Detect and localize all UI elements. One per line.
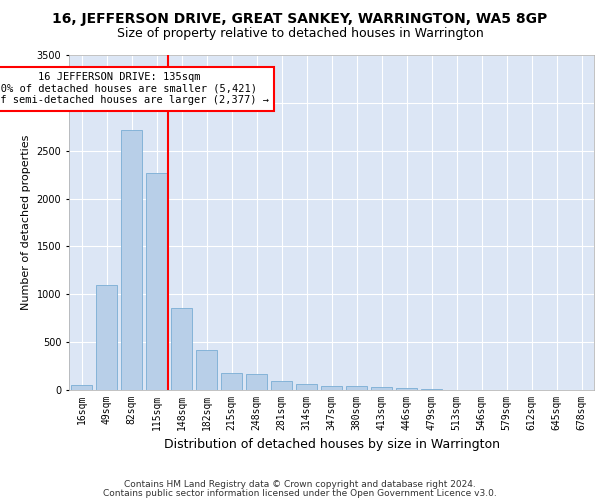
Text: Contains HM Land Registry data © Crown copyright and database right 2024.: Contains HM Land Registry data © Crown c… bbox=[124, 480, 476, 489]
Bar bbox=[396, 388, 417, 390]
Bar bbox=[346, 386, 367, 390]
Bar bbox=[371, 387, 392, 390]
Bar bbox=[321, 386, 342, 390]
Bar bbox=[296, 384, 317, 390]
Bar bbox=[171, 308, 192, 390]
Text: Contains public sector information licensed under the Open Government Licence v3: Contains public sector information licen… bbox=[103, 488, 497, 498]
Bar bbox=[196, 350, 217, 390]
Text: Size of property relative to detached houses in Warrington: Size of property relative to detached ho… bbox=[116, 28, 484, 40]
Text: 16, JEFFERSON DRIVE, GREAT SANKEY, WARRINGTON, WA5 8GP: 16, JEFFERSON DRIVE, GREAT SANKEY, WARRI… bbox=[52, 12, 548, 26]
Bar bbox=[96, 284, 117, 390]
Bar bbox=[71, 385, 92, 390]
Bar bbox=[421, 389, 442, 390]
Bar bbox=[146, 172, 167, 390]
Bar bbox=[121, 130, 142, 390]
X-axis label: Distribution of detached houses by size in Warrington: Distribution of detached houses by size … bbox=[163, 438, 499, 452]
Text: 16 JEFFERSON DRIVE: 135sqm
← 70% of detached houses are smaller (5,421)
30% of s: 16 JEFFERSON DRIVE: 135sqm ← 70% of deta… bbox=[0, 72, 269, 106]
Y-axis label: Number of detached properties: Number of detached properties bbox=[21, 135, 31, 310]
Bar bbox=[221, 373, 242, 390]
Bar bbox=[246, 374, 267, 390]
Bar bbox=[271, 382, 292, 390]
